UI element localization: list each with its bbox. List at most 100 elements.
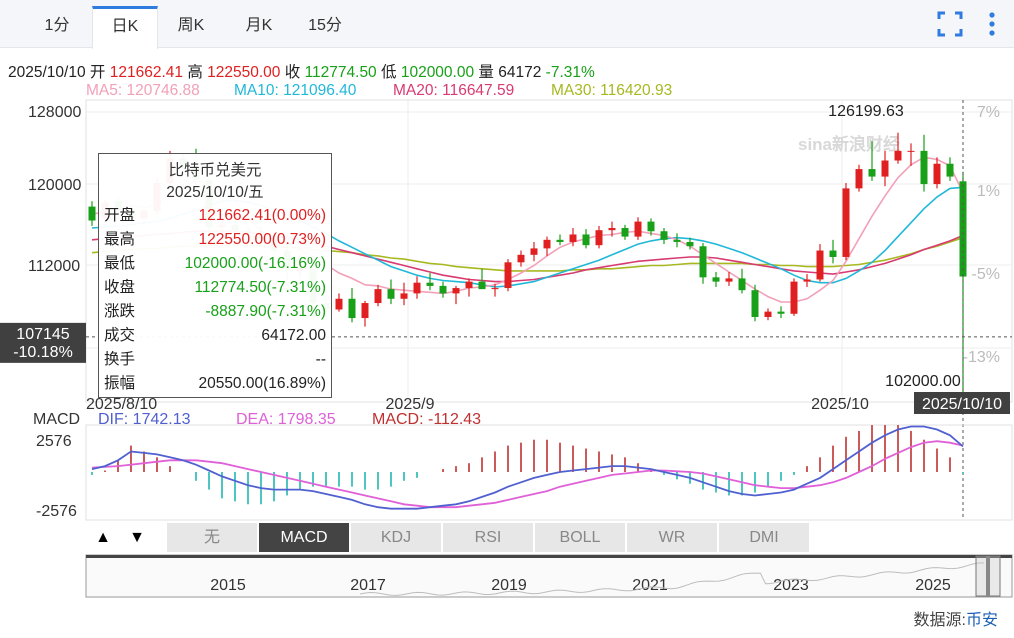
overview-price-trace [359, 562, 985, 596]
candle-body [582, 234, 590, 246]
tooltip-row-value: 102000.00(-16.16%) [184, 255, 326, 272]
indicator-kdj[interactable]: KDJ [351, 523, 442, 552]
candle-body [517, 254, 525, 263]
source-label: 数据源: [913, 612, 966, 629]
indicator-wr[interactable]: WR [627, 523, 718, 552]
tooltip-row-label: 振幅 [104, 375, 136, 392]
y-tick-label: 112000 [28, 258, 80, 275]
candle-body [348, 298, 356, 319]
tab-monthly-k[interactable]: 月K [245, 17, 273, 34]
candle-body [673, 239, 681, 242]
candle-body [816, 250, 824, 280]
candle-body [361, 303, 369, 319]
fullscreen-icon[interactable] [936, 10, 964, 38]
y-tick-label: 128000 [28, 104, 81, 121]
candle-body [777, 311, 785, 314]
candle-body [387, 289, 395, 299]
tooltip-row-value: -- [315, 351, 326, 368]
candle-body [790, 281, 798, 314]
macd-panel-frame [85, 424, 1013, 521]
low-label: 低 [381, 64, 397, 81]
tab-1min[interactable]: 1分 [44, 17, 70, 34]
tooltip-row: 振幅 20550.00(16.89%) [104, 372, 326, 396]
tab-weekly-k[interactable]: 周K [177, 17, 205, 34]
more-vertical-icon[interactable] [978, 10, 1006, 38]
tooltip-row: 最低 102000.00(-16.16%) [104, 252, 326, 276]
crosshair-price: 107145 [16, 326, 69, 343]
x-date-label: 2025/8/10 [86, 396, 157, 413]
overview-year-label: 2025 [915, 577, 951, 594]
candle-body [530, 248, 538, 255]
candle-body [595, 230, 603, 246]
candle-body [556, 239, 564, 242]
candle-body [543, 239, 551, 249]
crosshair-price-box [0, 322, 86, 363]
tooltip-row-label: 最高 [104, 231, 136, 248]
pct-tick-label: -13% [963, 349, 1000, 366]
tooltip-row: 成交 64172.00 [104, 324, 326, 348]
overview-year-label: 2021 [632, 577, 668, 594]
overview-year-label: 2019 [491, 577, 527, 594]
tooltip-row: 换手 -- [104, 348, 326, 372]
pct-tick-label: 7% [977, 104, 1000, 121]
tooltip-row: 涨跌 -8887.90(-7.31%) [104, 300, 326, 324]
macd-tick-label: -2576 [36, 503, 77, 520]
candle-body [400, 293, 408, 299]
candle-body [829, 250, 837, 257]
volume-label: 量 [478, 64, 494, 81]
data-source: 数据源:币安 [914, 606, 998, 630]
tooltip-row-value: -8887.90(-7.31%) [205, 303, 326, 320]
indicator-macd[interactable]: MACD [259, 523, 350, 552]
indicator-boll[interactable]: BOLL [535, 523, 626, 552]
candle-body [738, 278, 746, 291]
ma20-legend: MA20: 116647.59 [393, 82, 515, 99]
high-value: 122550.00 [207, 64, 281, 81]
tab-daily-k[interactable]: 日K [92, 6, 158, 49]
indicator-rsi[interactable]: RSI [443, 523, 534, 552]
tab-15min[interactable]: 15分 [308, 17, 342, 34]
candle-body [621, 228, 629, 237]
overview-year-label: 2017 [350, 577, 386, 594]
candle-body [465, 281, 473, 289]
close-value: 112774.50 [304, 64, 377, 81]
tooltip-row-label: 开盘 [104, 207, 136, 224]
candle-body [88, 206, 96, 221]
up-arrow-button[interactable]: ▲ [95, 529, 111, 546]
dif-line [91, 425, 964, 510]
candle-body [920, 150, 928, 185]
macd-legend-dif: DIF: 1742.13 [98, 411, 191, 428]
tooltip-row-value: 121662.41(0.00%) [198, 207, 326, 224]
source-name[interactable]: 币安 [965, 612, 998, 629]
candle-body [374, 289, 382, 304]
candle-body [764, 311, 772, 317]
tooltip-row: 收盘 112774.50(-7.31%) [104, 276, 326, 300]
macd-legend-dea: DEA: 1798.35 [236, 411, 336, 428]
candle-body [881, 160, 889, 177]
ohlc-info-line: 2025/10/10 开 121662.41 高 122550.00 收 112… [8, 60, 595, 82]
period-tab-bar: 1分 日K 周K 月K 15分 [0, 0, 1014, 49]
candle-body [842, 188, 850, 257]
indicator-none[interactable]: 无 [167, 523, 258, 552]
candle-body [907, 150, 915, 152]
x-date-label: 2025/9 [386, 396, 435, 413]
candle-body [439, 285, 447, 294]
candle-body [712, 277, 720, 282]
tooltip-row-value: 112774.50(-7.31%) [194, 279, 326, 296]
candle-body [608, 228, 616, 231]
down-arrow-button[interactable]: ▼ [129, 529, 145, 546]
high-label: 高 [187, 64, 203, 81]
candle-body [634, 221, 642, 237]
candle-body [868, 169, 876, 177]
pct-tick-label: 1% [977, 183, 1000, 200]
candle-body [504, 262, 512, 289]
candle-body [686, 241, 694, 247]
overview-top-bar [86, 555, 1012, 558]
close-label: 收 [284, 64, 301, 81]
tooltip-row-label: 收盘 [104, 279, 136, 296]
macd-legend-macd: MACD: -112.43 [372, 411, 481, 428]
tooltip-row: 最高 122550.00(0.73%) [104, 228, 326, 252]
indicator-dmi[interactable]: DMI [719, 523, 810, 552]
max-price-label: 126199.63 [828, 103, 904, 120]
candle-body [413, 282, 421, 294]
